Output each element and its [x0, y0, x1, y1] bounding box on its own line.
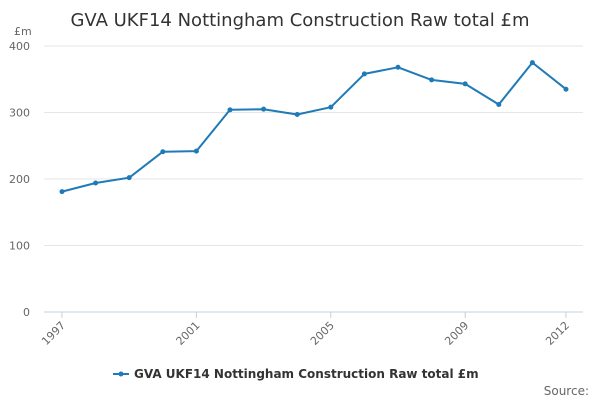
- legend-marker: [118, 371, 124, 377]
- x-tick-label: 1997: [39, 319, 68, 348]
- series-layer: [59, 60, 569, 195]
- gridlines: [44, 45, 583, 246]
- y-tick-label: 200: [9, 173, 30, 186]
- data-point[interactable]: [193, 148, 199, 154]
- data-point[interactable]: [294, 111, 300, 117]
- x-tick-label: 2005: [308, 319, 337, 348]
- data-point[interactable]: [361, 71, 367, 77]
- data-point[interactable]: [59, 189, 65, 195]
- data-point[interactable]: [496, 102, 502, 108]
- data-point[interactable]: [93, 180, 99, 186]
- y-tick-label: 100: [9, 240, 30, 253]
- series-line: [61, 61, 567, 193]
- x-axis: 1997 2001 2005 2009 2012: [39, 311, 583, 348]
- source-label: Source:: [544, 384, 589, 398]
- y-tick-label: 0: [23, 306, 30, 319]
- data-point[interactable]: [261, 106, 267, 112]
- data-point[interactable]: [462, 81, 468, 87]
- data-point[interactable]: [160, 149, 166, 155]
- y-tick-label: 300: [9, 107, 30, 120]
- data-point[interactable]: [126, 175, 132, 181]
- data-point[interactable]: [227, 107, 233, 113]
- data-point[interactable]: [563, 86, 569, 92]
- data-point[interactable]: [395, 64, 401, 70]
- y-tick-label: 400: [9, 40, 30, 53]
- data-point[interactable]: [429, 77, 435, 83]
- x-tick-label: 2001: [174, 319, 203, 348]
- x-tick-label: 2012: [543, 319, 572, 348]
- y-axis-unit-label: £m: [14, 25, 32, 38]
- x-tick-label: 2009: [442, 319, 471, 348]
- legend-label: GVA UKF14 Nottingham Construction Raw to…: [134, 367, 479, 381]
- legend[interactable]: GVA UKF14 Nottingham Construction Raw to…: [113, 367, 479, 381]
- y-axis-ticks: 0 100 200 300 400: [9, 40, 30, 319]
- data-point[interactable]: [529, 60, 535, 66]
- chart-title: GVA UKF14 Nottingham Construction Raw to…: [70, 10, 529, 31]
- data-point[interactable]: [328, 104, 334, 110]
